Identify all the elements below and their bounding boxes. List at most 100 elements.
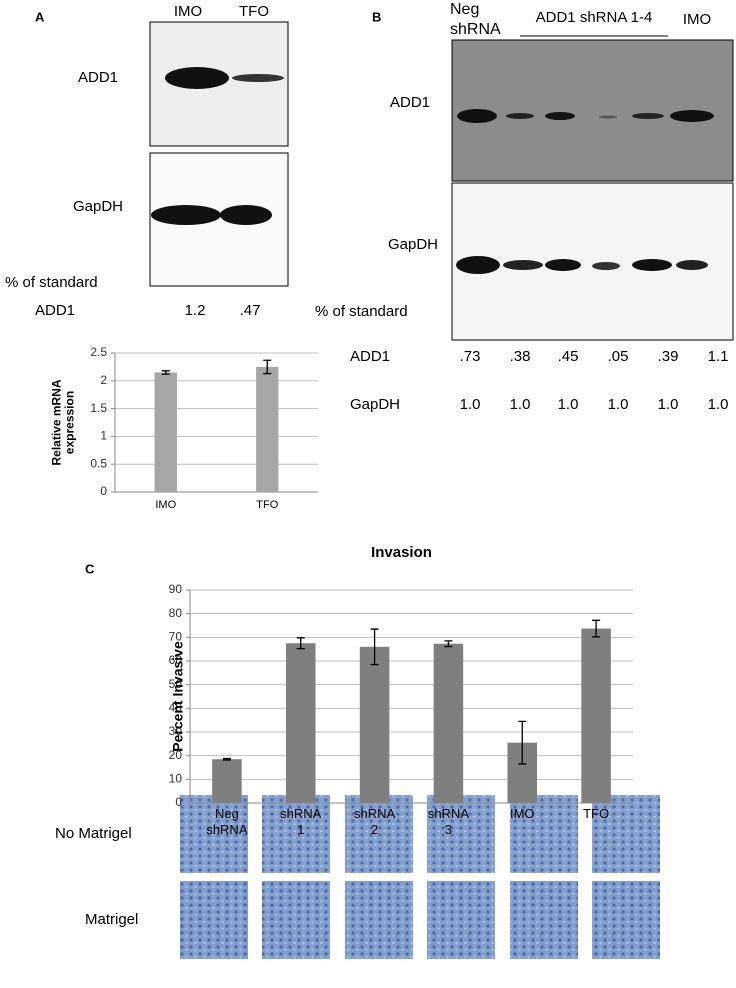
quant-row-name: ADD1 <box>35 302 75 319</box>
row-label: No Matrigel <box>55 825 132 842</box>
lane-label: IMO <box>683 11 711 28</box>
bar <box>285 643 316 803</box>
error-bar <box>263 359 272 375</box>
bar <box>154 372 177 492</box>
bar <box>581 628 611 803</box>
micrograph <box>180 795 248 873</box>
lane-label: TFO <box>239 3 269 20</box>
y-tick-label: 20 <box>169 748 183 762</box>
band <box>599 115 617 119</box>
quant-title: % of standard <box>5 274 98 291</box>
y-axis-label-box: Percent Invasive <box>170 641 185 752</box>
micrograph <box>345 881 413 959</box>
y-tick-label: 0.5 <box>90 456 107 470</box>
quant-value: 1.1 <box>708 348 729 365</box>
x-tick-label-box: shRNA 2 <box>353 806 396 837</box>
bar <box>212 759 242 803</box>
x-tick-label: Neg shRNA <box>206 806 248 837</box>
band <box>220 205 272 225</box>
chart-title: Invasion <box>371 544 432 561</box>
lane-label: ADD1 shRNA 1-4 <box>536 9 653 26</box>
micrograph <box>180 881 248 959</box>
y-tick-label: 2.5 <box>90 345 107 359</box>
x-tick-label-box: shRNA 3 <box>427 806 469 837</box>
band <box>503 260 543 270</box>
quant-value: 1.2 <box>185 302 206 319</box>
quant-value: 1.0 <box>658 396 679 413</box>
micrograph <box>510 881 578 959</box>
quant-value: 1.0 <box>608 396 629 413</box>
y-tick-label: 0 <box>175 795 182 809</box>
micrograph <box>345 795 413 873</box>
quant-value: .47 <box>240 302 261 319</box>
x-tick-label-box: shRNA 1 <box>280 806 322 837</box>
quant-value: .38 <box>510 348 531 365</box>
error-bar <box>518 720 527 765</box>
lane-label: IMO <box>174 3 202 20</box>
micrograph <box>592 795 660 873</box>
x-tick-label-box: TFO <box>583 806 610 821</box>
bar <box>433 643 464 803</box>
x-tick-label: shRNA 2 <box>353 806 396 837</box>
blot-label: GapDH <box>388 236 438 253</box>
error-bar <box>161 370 170 375</box>
row-label: Matrigel <box>85 911 138 928</box>
micrograph <box>592 881 660 959</box>
y-tick-label: 10 <box>169 772 183 786</box>
band <box>457 109 497 123</box>
y-tick-label: 30 <box>169 724 183 738</box>
y-axis-label: Percent Invasive <box>170 641 185 752</box>
y-tick-label: 50 <box>169 677 183 691</box>
quant-value: 1.0 <box>510 396 531 413</box>
lane-label-box: Neg shRNA <box>450 1 501 38</box>
error-bar <box>370 628 379 666</box>
x-tick-label-box: Neg shRNA <box>206 806 248 837</box>
x-tick-label: TFO <box>583 806 610 821</box>
quant-value: .39 <box>658 348 679 365</box>
blot-label: GapDH <box>73 198 123 215</box>
x-tick-label-box: TFO <box>256 499 279 511</box>
x-tick-label: IMO <box>509 806 535 821</box>
y-axis-label: Relative mRNA expression <box>50 379 76 466</box>
blot-label: ADD1 <box>390 94 430 111</box>
panel-label: B <box>372 9 381 24</box>
quant-value: .45 <box>558 348 579 365</box>
micrograph <box>427 795 495 873</box>
micrograph <box>510 795 578 873</box>
x-tick-label-box: IMO <box>155 499 177 511</box>
bar <box>256 366 279 492</box>
band <box>151 205 221 225</box>
y-tick-label: 80 <box>169 606 183 620</box>
x-tick-label: IMO <box>155 499 177 511</box>
band <box>545 259 581 271</box>
x-tick-label-box: IMO <box>509 806 535 821</box>
band <box>232 74 284 82</box>
band <box>632 113 664 119</box>
error-bar <box>222 757 231 761</box>
y-tick-label: 0 <box>100 484 107 498</box>
band <box>632 259 672 271</box>
lane-label: Neg shRNA <box>450 1 501 38</box>
y-tick-label: 60 <box>169 653 183 667</box>
band <box>506 113 534 119</box>
band <box>545 112 575 120</box>
y-tick-label: 1 <box>100 429 107 443</box>
y-tick-label: 2 <box>100 373 107 387</box>
band <box>676 260 708 270</box>
band <box>670 110 714 122</box>
quant-title: % of standard <box>315 303 408 320</box>
x-tick-label: TFO <box>256 499 279 511</box>
x-tick-label: shRNA 3 <box>427 806 469 837</box>
band <box>165 67 229 89</box>
error-bar <box>296 637 305 650</box>
error-bar <box>444 640 453 648</box>
y-axis-label-box: Relative mRNA expression <box>50 379 76 466</box>
micrograph <box>262 795 330 873</box>
panel-label: A <box>35 9 45 24</box>
quant-value: .73 <box>460 348 481 365</box>
quant-value: .05 <box>608 348 629 365</box>
micrograph <box>262 881 330 959</box>
y-tick-label: 70 <box>169 630 183 644</box>
blot-label: ADD1 <box>78 69 118 86</box>
x-tick-label: shRNA 1 <box>280 806 322 837</box>
